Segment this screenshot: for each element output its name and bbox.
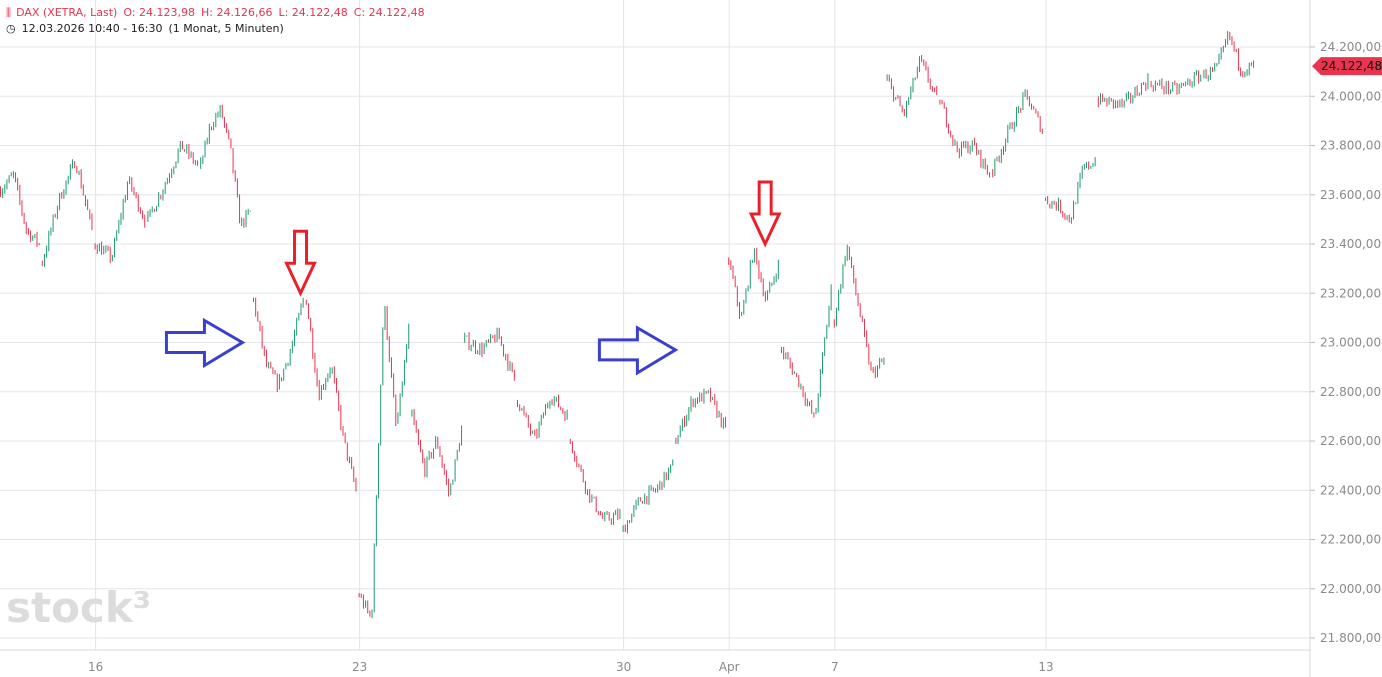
y-tick-label: 22.800,00 xyxy=(1320,385,1381,399)
x-tick-label: 23 xyxy=(352,660,367,674)
y-tick-label: 23.200,00 xyxy=(1320,286,1381,300)
close-value: C: 24.122,48 xyxy=(353,6,425,19)
x-tick-label: 30 xyxy=(616,660,631,674)
x-tick-label: Apr xyxy=(719,660,740,674)
x-tick-label: 7 xyxy=(831,660,839,674)
candlestick-icon[interactable]: ⫼ xyxy=(6,6,11,19)
y-tick-label: 23.800,00 xyxy=(1320,139,1381,153)
clock-icon: ◷ xyxy=(6,22,16,35)
blue-right-arrow-annotation xyxy=(597,325,679,376)
red-down-arrow-annotation xyxy=(748,180,782,248)
last-price-tag xyxy=(1312,57,1382,76)
y-tick-label: 22.400,00 xyxy=(1320,483,1381,497)
chart-header: ⫼ DAX (XETRA, Last) O: 24.123,98 H: 24.1… xyxy=(6,5,425,37)
blue-right-arrow-annotation xyxy=(164,317,246,369)
y-tick-label: 22.600,00 xyxy=(1320,434,1381,448)
period-info: (1 Monat, 5 Minuten) xyxy=(168,22,284,35)
x-tick-label: 16 xyxy=(88,660,103,674)
time-range: 12.03.2026 10:40 - 16:30 xyxy=(21,22,163,35)
y-tick-label: 21.800,00 xyxy=(1320,631,1381,645)
high-value: H: 24.126,66 xyxy=(200,6,273,19)
low-value: L: 24.122,48 xyxy=(278,6,348,19)
y-tick-label: 23.600,00 xyxy=(1320,188,1381,202)
y-tick-label: 22.200,00 xyxy=(1320,533,1381,547)
open-value: O: 24.123,98 xyxy=(123,6,195,19)
x-tick-label: 13 xyxy=(1038,660,1053,674)
instrument-name: DAX (XETRA, Last) xyxy=(16,6,118,19)
y-tick-label: 23.000,00 xyxy=(1320,336,1381,350)
y-tick-label: 24.000,00 xyxy=(1320,89,1381,103)
y-tick-label: 24.200,00 xyxy=(1320,40,1381,54)
watermark-logo: stock³ xyxy=(6,583,151,632)
y-tick-label: 22.000,00 xyxy=(1320,582,1381,596)
red-down-arrow-annotation xyxy=(284,229,317,297)
last-price-label: 24.122,48 xyxy=(1321,59,1382,73)
y-tick-label: 23.400,00 xyxy=(1320,237,1381,251)
